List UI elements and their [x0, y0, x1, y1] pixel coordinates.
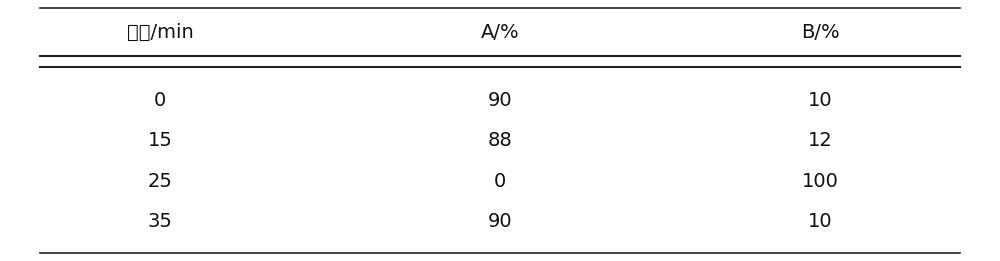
Text: 15: 15	[148, 132, 172, 150]
Text: 0: 0	[154, 91, 166, 110]
Text: 10: 10	[808, 212, 832, 231]
Text: 35: 35	[148, 212, 172, 231]
Text: 10: 10	[808, 91, 832, 110]
Text: 25: 25	[148, 172, 172, 191]
Text: 90: 90	[488, 91, 512, 110]
Text: 0: 0	[494, 172, 506, 191]
Text: 88: 88	[488, 132, 512, 150]
Text: 时间/min: 时间/min	[127, 23, 193, 42]
Text: 100: 100	[802, 172, 838, 191]
Text: B/%: B/%	[801, 23, 839, 42]
Text: 12: 12	[808, 132, 832, 150]
Text: A/%: A/%	[481, 23, 519, 42]
Text: 90: 90	[488, 212, 512, 231]
